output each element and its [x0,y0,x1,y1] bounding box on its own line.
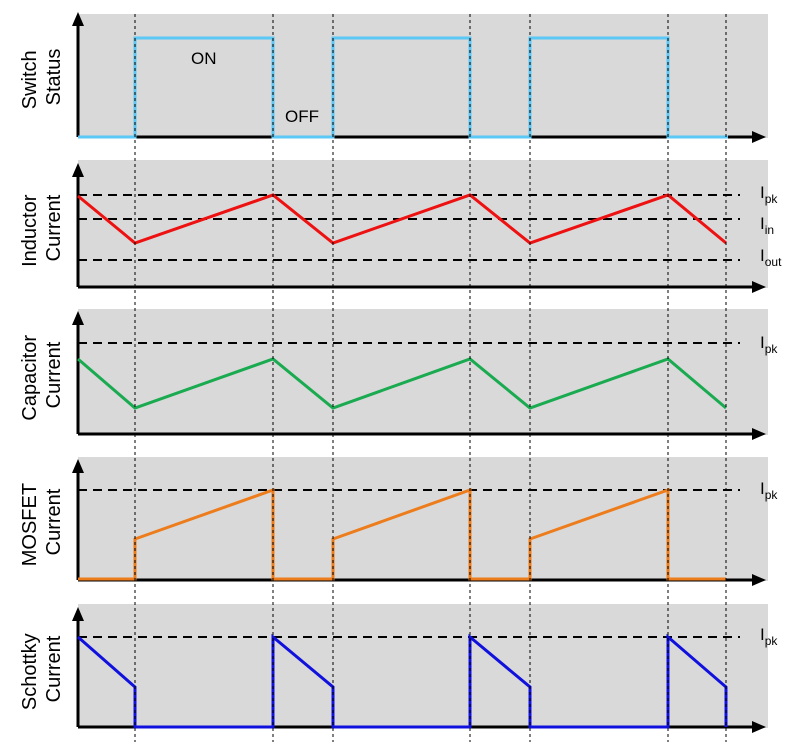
x-axis-arrow-icon [752,131,766,143]
switching-instant-guides [134,14,727,742]
peak-current-label: Ipk [760,183,778,206]
peak-current-label: Ipk [760,333,778,356]
panel-background [78,14,768,138]
x-axis-arrow-icon [752,281,766,293]
panel-background [78,160,768,288]
y-axis-arrow-icon [72,163,84,177]
panel-inductor-current: Inductor Current Ipk Iin Iout [19,160,782,293]
panel-capacitor-current: Capacitor Current Ipk [19,309,778,440]
switch-status-waveform [78,36,728,139]
mosfet-current-waveform [78,487,726,581]
y-axis-label-line1: MOSFET [19,483,41,566]
x-axis-arrow-icon [752,428,766,440]
level-main: I [760,479,765,498]
panel-schottky-current: Schottky Current Ipk [19,604,778,733]
y-axis-arrow-icon [72,12,84,26]
level-subscript: pk [765,342,779,356]
level-main: I [760,214,765,233]
capacitor-current-waveform [77,357,727,410]
y-axis-label-line1: Inductor [19,194,41,267]
level-subscript: pk [765,634,779,648]
panel-mosfet-current: MOSFET Current Ipk [19,457,778,586]
y-axis-label: Inductor Current [19,189,65,267]
peak-current-label: Ipk [760,625,778,648]
y-axis-label-line1: Schottky [19,633,41,710]
level-main: I [760,246,765,265]
y-axis-label: Capacitor Current [19,329,65,420]
y-axis-arrow-icon [72,459,84,473]
on-state-label: ON [191,49,217,68]
output-current-label: Iout [760,246,782,269]
inductor-current-waveform [77,193,727,245]
y-axis-label: MOSFET Current [19,478,65,567]
level-subscript: pk [765,488,779,502]
y-axis-label: Switch Status [19,45,65,109]
y-axis-label-line2: Current [43,488,65,555]
y-axis-label-line2: Current [43,194,65,261]
off-state-label: OFF [285,107,319,126]
y-axis-label-line1: Capacitor [19,335,41,421]
level-subscript: in [765,223,774,237]
panel-background [78,309,768,435]
panel-background [78,604,768,728]
x-axis-arrow-icon [752,721,766,733]
y-axis-label-line2: Current [43,635,65,702]
x-axis-arrow-icon [752,574,766,586]
y-axis-label-line1: Switch [19,50,41,109]
schottky-current-waveform [77,633,728,729]
y-axis-arrow-icon [72,311,84,325]
y-axis-label: Schottky Current [19,628,65,710]
level-main: I [760,333,765,352]
panel-switch-status: Switch Status ON OFF [19,12,768,143]
panel-background [78,457,768,581]
level-subscript: out [765,255,782,269]
peak-current-label: Ipk [760,479,778,502]
level-main: I [760,625,765,644]
y-axis-label-line2: Status [43,49,65,106]
level-subscript: pk [765,192,779,206]
y-axis-label-line2: Current [43,341,65,408]
input-current-label: Iin [760,214,774,237]
level-main: I [760,183,765,202]
y-axis-arrow-icon [72,607,84,621]
